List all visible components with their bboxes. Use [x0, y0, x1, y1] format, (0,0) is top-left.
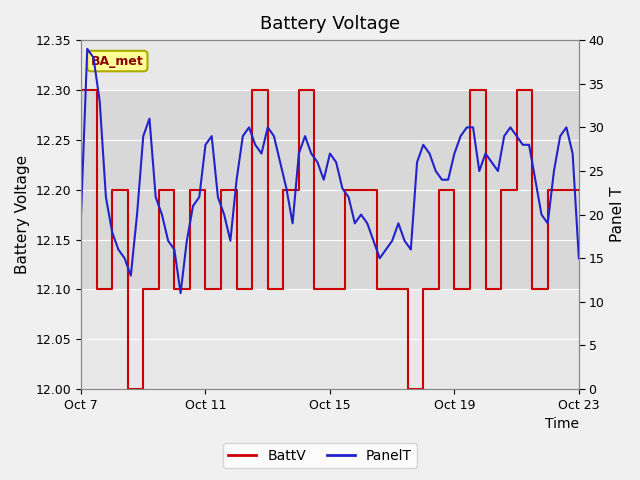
X-axis label: Time: Time: [545, 418, 579, 432]
Legend: BattV, PanelT: BattV, PanelT: [223, 443, 417, 468]
Title: Battery Voltage: Battery Voltage: [260, 15, 400, 33]
Y-axis label: Panel T: Panel T: [610, 187, 625, 242]
Text: BA_met: BA_met: [91, 55, 144, 68]
Y-axis label: Battery Voltage: Battery Voltage: [15, 155, 30, 274]
Bar: [81, 90, 579, 289]
